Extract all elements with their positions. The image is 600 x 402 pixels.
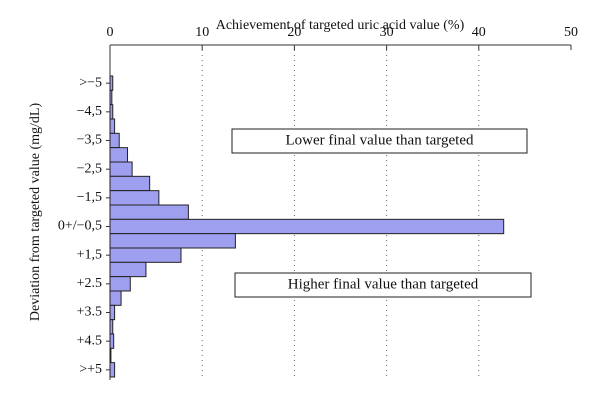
bar — [109, 233, 236, 249]
y-tick-label: >−5 — [79, 75, 102, 90]
y-axis-title: Deviation from targeted value (mg/dL) — [28, 103, 43, 322]
annotation: Lower final value than targeted — [286, 132, 474, 148]
y-tick-label: −4,5 — [77, 104, 102, 119]
y-tick-label: +4.5 — [77, 333, 102, 348]
bar — [109, 75, 114, 91]
bar — [109, 218, 505, 235]
bar — [109, 261, 147, 278]
y-tick-label: −3,5 — [77, 133, 102, 148]
bar — [109, 190, 160, 206]
bar — [109, 104, 114, 120]
bar — [109, 304, 116, 321]
x-tick-label: 40 — [472, 25, 486, 40]
bar — [109, 362, 116, 378]
bar — [109, 132, 120, 149]
y-tick-label: +2.5 — [77, 276, 102, 291]
bar — [109, 204, 189, 220]
x-tick-label: 0 — [107, 25, 114, 40]
y-tick-label: −2,5 — [77, 161, 102, 176]
annotation: Higher final value than targeted — [288, 276, 479, 292]
bar — [109, 161, 133, 177]
bar — [109, 89, 113, 106]
bar — [109, 147, 129, 163]
y-tick-label: 0+/−0,5 — [58, 219, 102, 234]
y-tick-label: +3.5 — [77, 305, 102, 320]
x-tick-label: 20 — [287, 25, 301, 40]
bar — [109, 118, 116, 134]
x-tick-label: 50 — [564, 25, 578, 40]
bar — [109, 333, 115, 349]
x-axis-title: Achievement of targeted uric acid value … — [216, 18, 465, 33]
bar — [109, 276, 131, 292]
annotation-box — [231, 128, 528, 154]
x-tick-label: 30 — [380, 25, 394, 40]
bar — [109, 319, 114, 335]
y-tick-label: −1,5 — [77, 190, 102, 205]
y-tick-label: >+5 — [79, 362, 102, 377]
bar — [109, 247, 182, 263]
x-tick-label: 10 — [195, 25, 209, 40]
annotation-box — [234, 272, 532, 298]
bar — [109, 290, 122, 306]
bar — [109, 347, 112, 364]
bar — [109, 175, 151, 192]
y-tick-label: +1,5 — [77, 247, 102, 262]
